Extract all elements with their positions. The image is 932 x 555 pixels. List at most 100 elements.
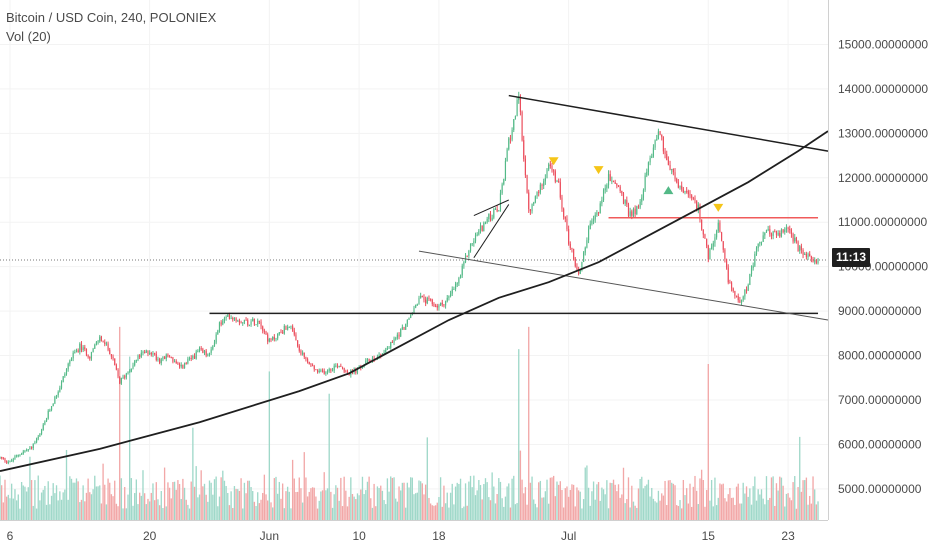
volume-bar (809, 495, 811, 520)
volume-bar (104, 484, 106, 520)
candle-body (802, 250, 804, 255)
time-tick-label: 15 (702, 529, 716, 543)
volume-bar (343, 476, 345, 520)
volume-bar (341, 506, 344, 520)
candle-body (373, 358, 375, 360)
volume-bar (513, 475, 515, 520)
volume-bar (180, 498, 182, 520)
volume-bar (190, 481, 192, 520)
volume-bar (403, 482, 405, 520)
volume-bar (629, 507, 631, 520)
volume-bar (739, 503, 741, 520)
candle-body (89, 356, 91, 359)
volume-bar (29, 456, 31, 520)
candle-body (692, 197, 694, 199)
volume-bar (438, 497, 440, 520)
candle-body (172, 357, 174, 362)
candle-body (277, 333, 279, 339)
candle-body (160, 359, 162, 364)
volume-bar (122, 508, 124, 520)
candle-body (285, 326, 287, 330)
volume-bar (310, 488, 312, 520)
candle-body (420, 295, 422, 298)
trendline-small-wedge-bottom (473, 204, 510, 259)
volume-bar (521, 479, 523, 520)
candle-body (62, 376, 64, 383)
volume-bars (0, 326, 819, 520)
candle-body (583, 252, 585, 262)
candle-body (438, 305, 440, 308)
volume-bar (734, 504, 736, 520)
volume-bar (127, 494, 129, 520)
volume-bar (602, 489, 605, 520)
volume-bar (227, 493, 229, 520)
volume-bar (473, 475, 475, 520)
candle-body (49, 409, 51, 411)
volume-bar (539, 480, 542, 520)
volume-bar (223, 480, 226, 520)
volume-bar (554, 496, 556, 520)
volume-bar (569, 489, 571, 520)
volume-bar (187, 504, 189, 520)
volume-bar (135, 479, 138, 520)
candle-body (679, 185, 681, 188)
candle-body (4, 458, 6, 462)
volume-bar (276, 493, 279, 520)
volume-bar (109, 482, 111, 520)
volume-bar (551, 477, 553, 520)
candle-body (208, 352, 211, 355)
volume-bar (805, 477, 808, 520)
price-tick-label: 7000.00000000 (838, 393, 922, 407)
candle-body (233, 317, 236, 320)
candle-body (318, 370, 320, 373)
candle-body (235, 317, 237, 321)
candle-body (222, 320, 224, 325)
volume-bar (393, 477, 395, 520)
candle-body (315, 369, 317, 371)
volume-bar (32, 505, 34, 520)
volume-bar (265, 494, 267, 520)
volume-bar (614, 484, 616, 520)
candle-body (754, 254, 756, 266)
drawn-trendlines[interactable] (0, 94, 829, 472)
candle-body (155, 354, 157, 361)
candle-body (682, 189, 684, 193)
volume-bar (546, 479, 548, 520)
volume-bar (523, 493, 525, 520)
candle-body (804, 253, 806, 255)
candle-body (341, 366, 344, 369)
candle-body (478, 230, 480, 235)
volume-bar (611, 483, 613, 520)
volume-bar (158, 505, 161, 520)
candle-body (150, 352, 152, 355)
candle-body (524, 158, 526, 176)
volume-bar (496, 494, 498, 520)
volume-bar (518, 349, 520, 520)
candle-body (486, 218, 488, 223)
candle-body (410, 315, 412, 318)
volume-indicator-label[interactable]: Vol (20) (6, 29, 51, 44)
candle-body (739, 300, 741, 303)
candle-body (604, 188, 606, 191)
candle-body (709, 249, 711, 260)
volume-bar (686, 488, 688, 520)
volume-bar (481, 499, 483, 520)
volume-bar (175, 489, 177, 520)
symbol-title[interactable]: Bitcoin / USD Coin, 240, POLONIEX (6, 10, 217, 25)
volume-bar (709, 500, 711, 520)
candle-body (227, 314, 229, 317)
volume-bar (262, 492, 264, 520)
candle-body (258, 320, 260, 322)
candle-body (815, 260, 817, 264)
volume-bar (476, 490, 478, 520)
volume-bar (303, 452, 305, 520)
sell-signal-marker (548, 157, 559, 166)
time-axis[interactable]: 6 20 Jun 10 18 Jul 15 23 (7, 529, 795, 543)
volume-bar (456, 482, 458, 520)
volume-bar (183, 487, 186, 520)
volume-bar (14, 489, 16, 520)
candle-body (774, 231, 776, 233)
volume-bar (257, 492, 259, 520)
